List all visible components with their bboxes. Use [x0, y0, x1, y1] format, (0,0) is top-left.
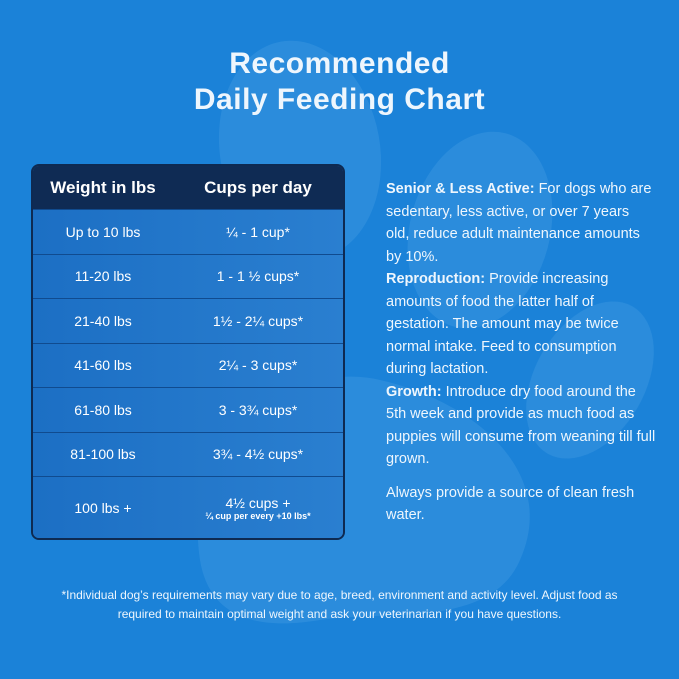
senior-paragraph: Senior & Less Active: For dogs who are s…	[386, 178, 656, 268]
growth-paragraph: Growth: Introduce dry food around the 5t…	[386, 381, 656, 471]
table-row: 100 lbs + 4½ cups + ¼ cup per every +10 …	[33, 476, 343, 538]
cups-cell: 1½ - 2¼ cups*	[212, 312, 304, 329]
title-line-1: Recommended	[229, 47, 450, 80]
header-cups: Cups per day	[204, 177, 312, 197]
senior-text: For dogs who are sedentary, less active,…	[386, 181, 652, 265]
weight-cell: 61-80 lbs	[74, 401, 132, 418]
weight-cell: 41-60 lbs	[74, 357, 132, 374]
table-header: Weight in lbs Cups per day	[33, 166, 343, 209]
header-weight: Weight in lbs	[50, 177, 156, 197]
cups-cell: 3 - 3¾ cups*	[218, 401, 298, 418]
reproduction-text: Provide increasing amounts of food the l…	[386, 271, 619, 377]
weight-cell: 100 lbs +	[74, 500, 132, 516]
table-row: Up to 10 lbs ¼ - 1 cup*	[33, 209, 343, 254]
cups-value: 4½ cups +	[225, 494, 291, 511]
weight-cell: 11-20 lbs	[74, 268, 132, 285]
disclaimer: *Individual dog’s requirements may vary …	[14, 586, 665, 624]
cups-cell: 4½ cups + ¼ cup per every +10 lbs*	[173, 495, 343, 522]
reproduction-label: Reproduction:	[386, 271, 486, 287]
senior-label: Senior & Less Active:	[386, 181, 535, 197]
weight-cell: 81-100 lbs	[70, 446, 136, 463]
table-row: 11-20 lbs 1 - 1 ½ cups*	[33, 253, 343, 298]
title-line-2: Daily Feeding Chart	[193, 83, 486, 116]
water-paragraph: Always provide a source of clean fresh w…	[386, 484, 635, 524]
table-row: 61-80 lbs 3 - 3¾ cups*	[33, 387, 343, 432]
cups-note: ¼ cup per every +10 lbs*	[205, 510, 311, 521]
feeding-guidelines: Senior & Less Active: For dogs who are s…	[386, 178, 656, 527]
cups-cell: 2¼ - 3 cups*	[218, 357, 298, 374]
table-row: 21-40 lbs 1½ - 2¼ cups*	[33, 298, 343, 343]
disclaimer-line-2: required to maintain optimal weight and …	[117, 607, 562, 621]
table-row: 81-100 lbs 3¾ - 4½ cups*	[33, 431, 343, 476]
growth-label: Growth:	[386, 383, 442, 400]
table-row: 41-60 lbs 2¼ - 3 cups*	[33, 342, 343, 387]
cups-cell: ¼ - 1 cup*	[226, 223, 290, 240]
weight-cell: Up to 10 lbs	[65, 223, 141, 240]
weight-cell: 21-40 lbs	[74, 312, 132, 329]
feeding-table: Weight in lbs Cups per day Up to 10 lbs …	[31, 164, 345, 540]
disclaimer-line-1: *Individual dog’s requirements may vary …	[61, 588, 618, 602]
cups-cell: 1 - 1 ½ cups*	[216, 268, 300, 285]
page-title: Recommended Daily Feeding Chart	[0, 46, 679, 118]
cups-cell: 3¾ - 4½ cups*	[212, 446, 304, 463]
reproduction-paragraph: Reproduction: Provide increasing amounts…	[386, 268, 656, 381]
growth-text: Introduce dry food around the 5th week a…	[386, 383, 656, 468]
